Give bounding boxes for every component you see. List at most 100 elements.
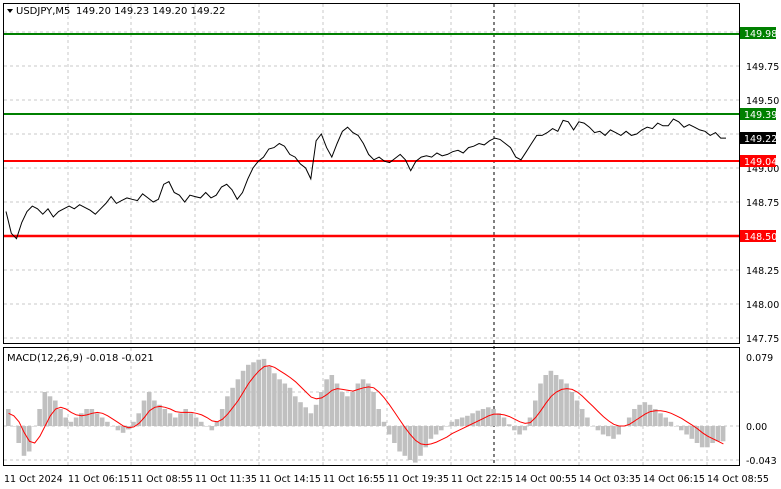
macd-bar: [679, 426, 684, 431]
macd-bar: [84, 409, 89, 426]
macd-bar: [42, 392, 48, 426]
macd-bar: [298, 402, 303, 426]
macd-tick: -0.043: [746, 456, 777, 467]
macd-bar: [626, 417, 632, 426]
macd-bar: [214, 421, 220, 427]
time-label: 11 Oct 06:15: [68, 474, 130, 485]
macd-bar: [193, 417, 199, 426]
macd-bar: [188, 413, 194, 427]
macd-title: MACD(12,26,9) -0.018 -0.021: [7, 353, 154, 364]
level-label-149-39: 149.39: [744, 110, 777, 121]
macd-bar: [496, 413, 501, 427]
time-label: 14 Oct 08:55: [707, 474, 769, 485]
macd-bar: [600, 426, 606, 435]
macd-bar: [282, 383, 288, 426]
macd-signal-line: [8, 365, 724, 446]
macd-bar: [668, 421, 674, 427]
macd-bar: [444, 426, 449, 427]
macd-bar: [178, 413, 183, 427]
price-pane[interactable]: [3, 3, 740, 344]
macd-bar: [694, 426, 700, 443]
level-label-bg: [740, 155, 776, 167]
symbol-label[interactable]: USDJPY,M5: [16, 6, 70, 17]
macd-bar: [183, 409, 188, 426]
macd-bar: [553, 375, 559, 426]
level-lines: [4, 33, 739, 238]
time-label: 11 Oct 22:15: [451, 474, 513, 485]
macd-bar: [256, 359, 261, 426]
macd-tick: 0.00: [746, 422, 767, 433]
macd-bar: [684, 426, 689, 435]
macd-bar: [79, 413, 84, 427]
macd-bar: [428, 426, 434, 439]
macd-bar: [579, 409, 585, 426]
macd-bar: [705, 426, 710, 448]
macd-bar: [366, 383, 371, 426]
macd-bar: [486, 407, 491, 426]
price-axis: 149.75 149.50 149.00 148.75 148.25 148.0…: [746, 62, 779, 345]
macd-bar: [329, 375, 335, 426]
macd-bar: [334, 383, 340, 426]
time-label: 11 Oct 16:55: [323, 474, 385, 485]
price-line: [5, 118, 726, 240]
macd-bar: [491, 409, 496, 426]
macd-bar: [293, 396, 298, 427]
macd-bar: [632, 409, 637, 426]
price-tick: 149.75: [746, 62, 779, 73]
macd-bar: [465, 415, 470, 426]
macd-bar: [313, 404, 319, 427]
price-tick: 147.75: [746, 334, 779, 345]
symbol-dropdown-icon[interactable]: [7, 9, 13, 13]
macd-bar: [590, 426, 595, 427]
level-label-bg: [740, 230, 776, 242]
price-tick: 148.75: [746, 198, 779, 209]
macd-bar: [658, 413, 663, 427]
macd-bar: [324, 379, 329, 427]
macd-bar: [595, 426, 601, 431]
macd-bar: [710, 426, 715, 443]
macd-bar: [235, 379, 241, 427]
time-label: 11 Oct 11:35: [195, 474, 257, 485]
macd-bar: [376, 409, 381, 426]
macd-bar: [162, 409, 168, 426]
macd-bar: [637, 404, 642, 427]
macd-bar: [459, 417, 465, 426]
macd-bar: [475, 410, 481, 426]
macd-bar: [470, 413, 475, 427]
time-label: 11 Oct 14:15: [259, 474, 321, 485]
macd-bar: [277, 379, 282, 427]
macd-bar: [548, 370, 554, 427]
macd-bar: [339, 392, 345, 426]
macd-bar: [105, 421, 110, 427]
macd-bar: [663, 417, 668, 426]
macd-bar: [287, 387, 293, 427]
ohlc-values: 149.20 149.23 149.20 149.22: [76, 6, 226, 17]
macd-bar: [47, 396, 53, 427]
macd-bar: [345, 396, 350, 427]
macd-bar: [16, 426, 21, 443]
macd-bar: [480, 409, 486, 426]
macd-bar: [449, 421, 455, 427]
macd-bar: [251, 362, 256, 427]
macd-bar: [6, 409, 11, 426]
macd-bar: [219, 409, 225, 426]
level-label-149-04: 149.04: [744, 157, 777, 168]
time-label: 11 Oct 08:55: [131, 474, 193, 485]
macd-bar: [120, 426, 126, 433]
macd-bar: [527, 417, 533, 426]
macd-bar: [569, 392, 575, 426]
macd-bar: [673, 426, 679, 427]
macd-bar: [585, 417, 590, 426]
level-label-149-98: 149.98: [744, 29, 777, 40]
price-tick: 149.00: [746, 164, 779, 175]
macd-bar: [574, 400, 580, 426]
macd-bar: [303, 407, 308, 426]
macd-bar: [512, 426, 517, 431]
macd-bar: [606, 426, 611, 437]
macd-bar: [350, 392, 355, 426]
level-labels: 149.98 149.39 149.04 148.50 149.22: [740, 27, 777, 243]
time-label: 14 Oct 06:15: [643, 474, 705, 485]
macd-bar: [402, 426, 408, 456]
macd-tick: 0.079: [746, 353, 773, 364]
